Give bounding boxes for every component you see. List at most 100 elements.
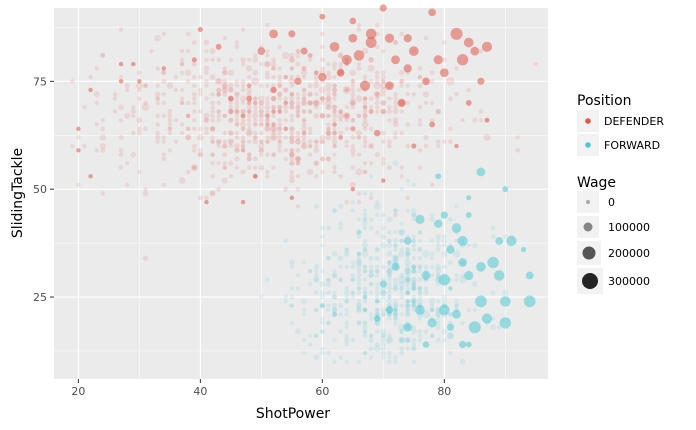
defender-point bbox=[228, 117, 234, 123]
forward-point bbox=[289, 303, 295, 308]
forward-point bbox=[381, 346, 386, 352]
size-legend-title: Wage bbox=[577, 175, 616, 191]
defender-point bbox=[271, 65, 277, 71]
forward-point bbox=[313, 203, 319, 209]
defender-point bbox=[350, 126, 356, 131]
defender-point bbox=[435, 108, 442, 115]
defender-point bbox=[259, 109, 264, 114]
forward-point bbox=[441, 294, 447, 300]
defender-point bbox=[252, 70, 258, 76]
forward-point bbox=[368, 281, 374, 287]
defender-point bbox=[326, 113, 331, 119]
defender-point bbox=[289, 105, 295, 110]
forward-point bbox=[393, 307, 398, 313]
x-tick-label: 80 bbox=[437, 385, 451, 398]
defender-point bbox=[259, 117, 264, 123]
defender-point bbox=[336, 68, 345, 77]
defender-point bbox=[221, 69, 228, 76]
defender-point bbox=[259, 152, 264, 157]
defender-point bbox=[118, 79, 124, 84]
x-tick-label: 60 bbox=[315, 385, 329, 398]
forward-point bbox=[356, 303, 362, 308]
forward-point bbox=[301, 350, 307, 356]
forward-point bbox=[411, 286, 417, 291]
defender-point bbox=[210, 126, 215, 131]
forward-point bbox=[326, 350, 331, 356]
defender-point bbox=[350, 152, 356, 157]
forward-point bbox=[332, 311, 337, 317]
defender-point bbox=[234, 148, 240, 153]
defender-point bbox=[198, 87, 203, 93]
forward-point bbox=[381, 342, 386, 347]
defender-point bbox=[448, 96, 453, 101]
forward-point bbox=[429, 273, 435, 278]
defender-point bbox=[161, 152, 167, 157]
defender-point bbox=[450, 27, 463, 40]
forward-point bbox=[436, 316, 441, 321]
defender-point bbox=[375, 105, 380, 110]
forward-point bbox=[447, 259, 453, 266]
defender-point bbox=[332, 130, 337, 136]
defender-point bbox=[411, 143, 417, 149]
defender-point bbox=[436, 143, 441, 149]
defender-point bbox=[289, 74, 295, 80]
defender-point bbox=[203, 112, 210, 119]
defender-point bbox=[288, 77, 296, 85]
forward-point bbox=[362, 294, 368, 300]
defender-point bbox=[373, 90, 381, 98]
defender-point bbox=[240, 126, 246, 131]
defender-point bbox=[365, 28, 377, 40]
defender-point bbox=[288, 30, 296, 38]
defender-point bbox=[228, 109, 234, 114]
defender-point bbox=[344, 113, 349, 119]
defender-point bbox=[100, 126, 106, 132]
defender-point bbox=[454, 91, 459, 97]
defender-point bbox=[82, 105, 87, 110]
defender-point bbox=[355, 129, 363, 137]
defender-point bbox=[228, 160, 234, 166]
defender-point bbox=[436, 139, 441, 144]
forward-point bbox=[466, 243, 471, 248]
forward-point bbox=[398, 250, 405, 258]
forward-point bbox=[434, 219, 443, 228]
forward-point bbox=[368, 217, 374, 222]
forward-point bbox=[417, 247, 423, 252]
defender-point bbox=[423, 134, 429, 141]
defender-point bbox=[222, 139, 227, 144]
forward-point bbox=[405, 264, 411, 270]
defender-point bbox=[234, 96, 240, 101]
defender-point bbox=[240, 143, 246, 149]
forward-point bbox=[362, 333, 368, 339]
defender-point bbox=[484, 117, 490, 123]
defender-point bbox=[265, 122, 270, 127]
defender-point bbox=[380, 99, 387, 106]
forward-point bbox=[417, 268, 423, 274]
forward-point bbox=[356, 290, 362, 295]
forward-point bbox=[283, 294, 288, 300]
defender-point bbox=[234, 135, 240, 140]
defender-point bbox=[222, 152, 228, 158]
defender-point bbox=[385, 81, 394, 91]
defender-point bbox=[301, 130, 307, 136]
forward-point bbox=[387, 277, 392, 282]
forward-point bbox=[319, 225, 325, 231]
defender-point bbox=[265, 117, 270, 123]
defender-point bbox=[307, 100, 313, 106]
defender-point bbox=[216, 78, 222, 84]
forward-point bbox=[435, 234, 441, 240]
defender-point bbox=[246, 100, 252, 106]
forward-point bbox=[411, 299, 417, 304]
forward-point bbox=[362, 294, 368, 300]
defender-point bbox=[210, 191, 215, 196]
forward-point bbox=[476, 167, 486, 177]
defender-point bbox=[264, 60, 271, 68]
defender-point bbox=[282, 51, 290, 60]
defender-point bbox=[399, 83, 404, 88]
defender-point bbox=[300, 99, 308, 107]
forward-point bbox=[393, 299, 398, 304]
defender-point bbox=[289, 113, 295, 119]
defender-point bbox=[265, 139, 270, 144]
forward-point bbox=[417, 290, 423, 296]
x-tick-label: 40 bbox=[193, 385, 207, 398]
defender-point bbox=[338, 135, 343, 140]
